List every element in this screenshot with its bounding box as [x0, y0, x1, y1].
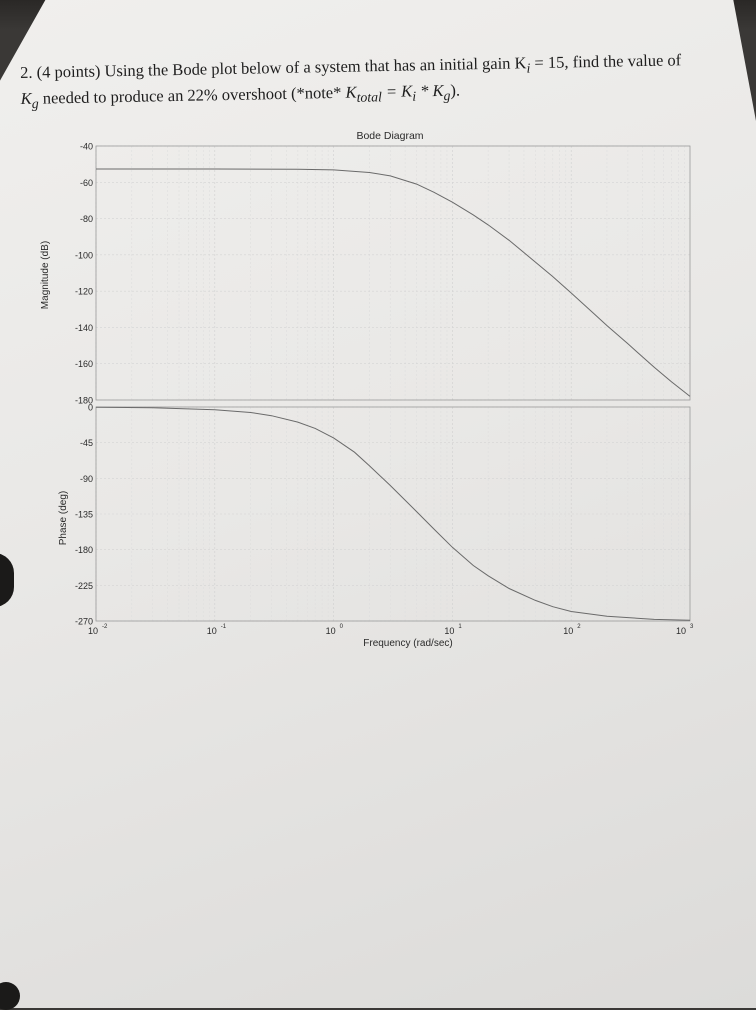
phase-tick-labels: 0 -45 -90 -135 -180 -225 -270 [75, 403, 93, 627]
magnitude-tick-label: -160 [75, 359, 93, 369]
magnitude-tick-labels: -40 -60 -80 -100 -120 -140 -160 -180 [75, 142, 93, 406]
phase-tick-label: 0 [88, 403, 93, 413]
magnitude-tick-label: -40 [80, 142, 93, 152]
frequency-tick-exponent: 1 [458, 624, 462, 630]
frequency-tick-label: 10 [207, 626, 217, 636]
phase-plot-frame [95, 406, 691, 622]
frequency-tick-exponent: 3 [690, 624, 694, 630]
phase-curve [95, 406, 691, 621]
phase-tick-label: -90 [80, 474, 93, 484]
chart-title: Bode Diagram [356, 130, 423, 142]
frequency-tick-exponent: -1 [221, 624, 227, 630]
phase-grid [95, 406, 690, 622]
magnitude-tick-label: -180 [75, 396, 93, 406]
magnitude-plot-frame [95, 145, 691, 401]
phase-tick-label: -45 [80, 438, 93, 448]
magnitude-tick-label: -80 [80, 214, 93, 224]
phase-tick-label: -270 [75, 617, 93, 627]
binder-hole-bottom [0, 982, 20, 1010]
binder-hole [0, 553, 14, 607]
magnitude-grid [95, 145, 690, 401]
magnitude-axis-label: Magnitude (dB) [40, 241, 51, 309]
frequency-tick-exponent: 2 [577, 624, 581, 630]
phase-tick-label: -225 [75, 581, 93, 591]
magnitude-tick-label: -100 [75, 250, 93, 260]
frequency-tick-label: 10 [88, 626, 98, 636]
magnitude-tick-label: -60 [80, 178, 93, 188]
frequency-tick-exponent: -2 [102, 624, 108, 630]
magnitude-tick-label: -140 [75, 323, 93, 333]
phase-tick-label: -180 [75, 545, 93, 555]
frequency-tick-label: 10 [563, 626, 573, 636]
frequency-axis-label: Frequency (rad/sec) [363, 638, 452, 649]
frequency-tick-label: 10 [326, 626, 336, 636]
phase-tick-label: -135 [75, 510, 93, 520]
frequency-tick-labels: 10 -2 10 -1 10 0 10 1 10 2 10 3 [88, 624, 694, 636]
magnitude-tick-label: -120 [75, 287, 93, 297]
frequency-tick-label: 10 [676, 626, 686, 636]
frequency-tick-exponent: 0 [340, 624, 344, 630]
frequency-tick-label: 10 [444, 626, 454, 636]
phase-axis-label: Phase (deg) [58, 491, 69, 545]
magnitude-curve [96, 168, 691, 397]
